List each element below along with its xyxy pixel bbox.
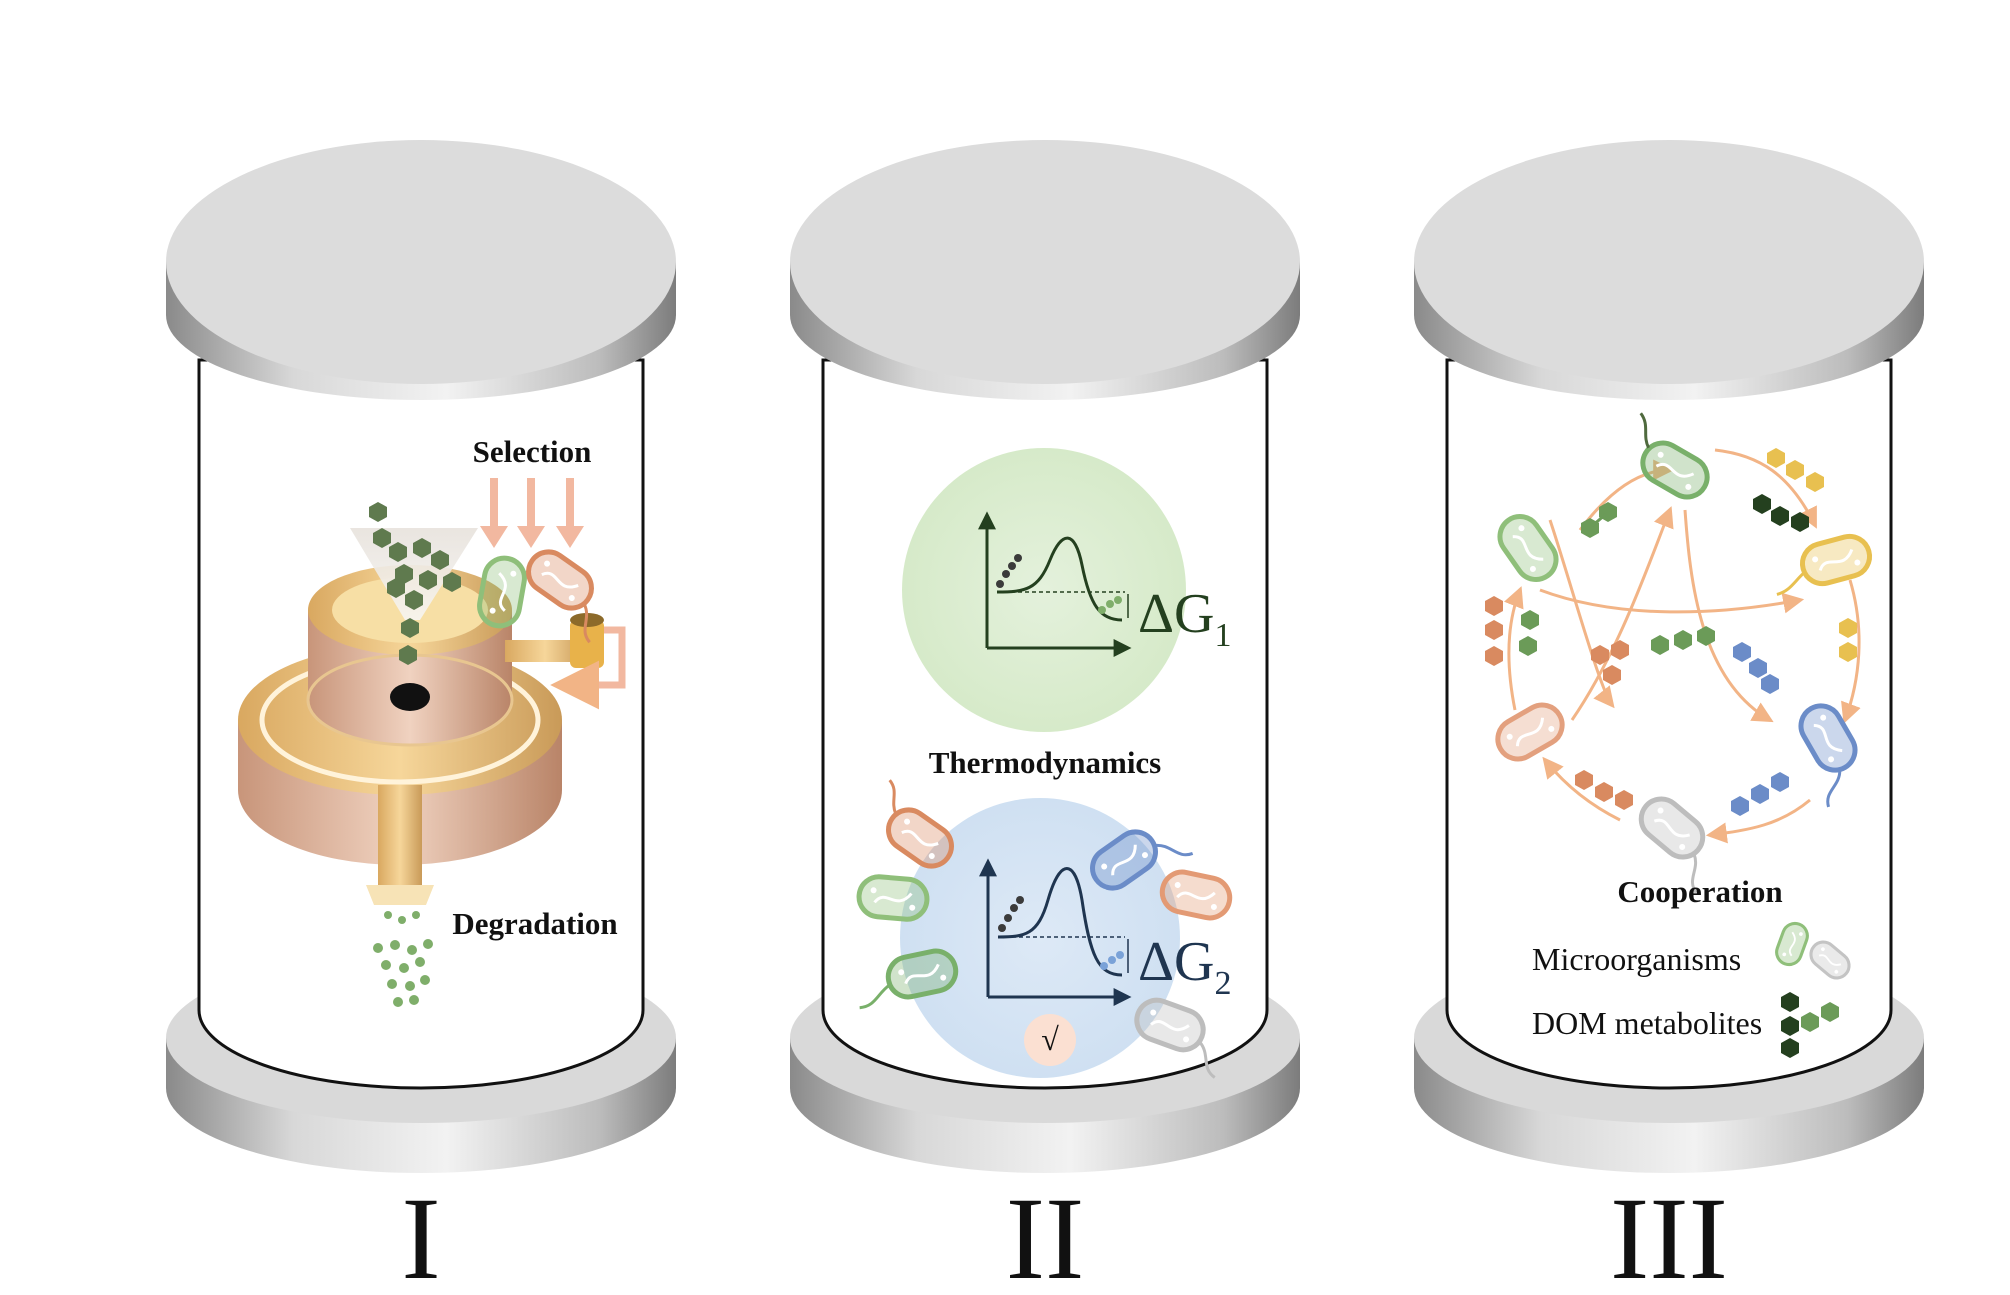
panel-numeral-1: I <box>401 1173 440 1295</box>
funnel-icon <box>350 528 478 620</box>
energy-curve-2-icon <box>979 858 1132 1006</box>
microbe-orange-icon <box>861 779 965 874</box>
cooperation-cycle-arrows-icon <box>1504 448 1861 844</box>
selection-label: Selection <box>473 434 592 469</box>
degradation-label: Degradation <box>452 906 617 941</box>
panel-numeral-2: II <box>1006 1173 1085 1295</box>
energy-curve-1-icon <box>978 511 1132 657</box>
microbe-green-icon <box>859 947 959 1010</box>
selection-arrows-icon <box>480 478 584 548</box>
cooperation-label: Cooperation <box>1617 874 1782 909</box>
panel-2: ΔG1 Thermodynamics ΔG2 √ II <box>788 138 1302 1295</box>
check-badge <box>1024 1014 1076 1066</box>
thermo-circle-1 <box>902 448 1186 732</box>
delta-g2-label: ΔG2 <box>1138 931 1231 1002</box>
microbe-green-icon <box>857 875 928 921</box>
panel-numeral-3: III <box>1610 1173 1728 1295</box>
microbe-green-icon <box>1615 412 1721 504</box>
particles-icon <box>373 911 433 1007</box>
molecule-chain-icon <box>1581 502 1617 538</box>
legend-dom-label: DOM metabolites <box>1532 1005 1762 1041</box>
panel-1: Selection <box>164 138 678 1295</box>
panel-3: Cooperation Microorganisms DOM metabolit… <box>1412 138 1926 1295</box>
molecule-chain-icon <box>1485 596 1503 666</box>
thermodynamics-label: Thermodynamics <box>929 745 1162 780</box>
delta-g1-label: ΔG1 <box>1138 583 1231 654</box>
legend-microorganisms-label: Microorganisms <box>1532 941 1741 977</box>
check-mark-icon: √ <box>1041 1021 1059 1057</box>
microbe-yellow-icon <box>1776 532 1874 596</box>
